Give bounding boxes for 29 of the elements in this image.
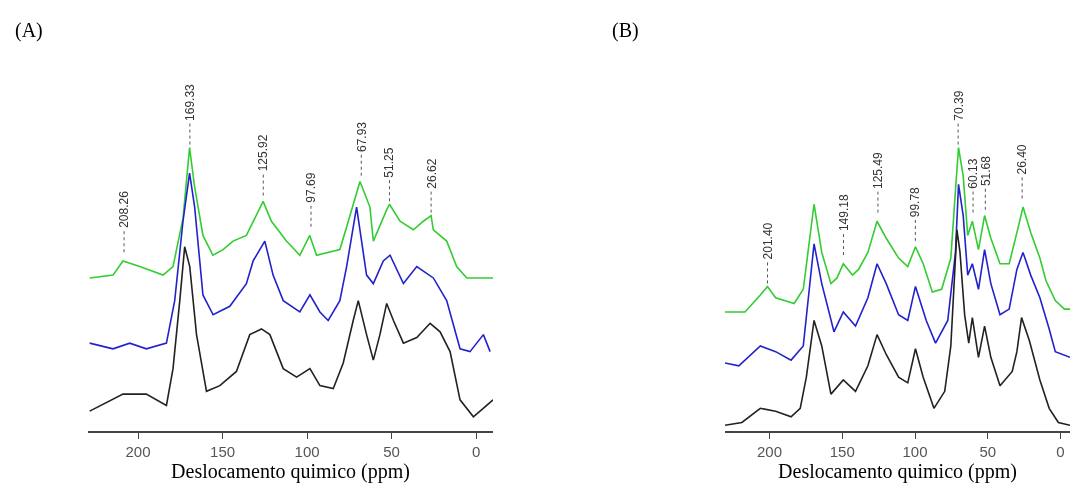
x-tick-label: 100	[294, 443, 320, 460]
x-tick-label: 100	[902, 443, 928, 460]
annotation: 60.13	[966, 158, 981, 189]
annotation: 125.92	[256, 134, 271, 172]
x-tick-label: 150	[829, 443, 855, 460]
x-tick-label: 0	[1056, 443, 1065, 460]
annotation: 201.40	[760, 222, 775, 260]
x-tick-label: 200	[125, 443, 151, 460]
annotation: 149.18	[836, 194, 851, 232]
annotation: 169.33	[182, 83, 197, 121]
x-axis-title: Deslocamento quimico (ppm)	[778, 460, 1017, 483]
annotation: 26.40	[1014, 144, 1029, 175]
annotation: 99.78	[908, 186, 923, 218]
x-tick-label: 0	[471, 443, 481, 460]
x-tick-label: 200	[757, 443, 783, 460]
annotation: 51.68	[978, 155, 993, 187]
annotation: 26.62	[424, 158, 439, 189]
x-tick-label: 50	[979, 443, 997, 460]
x-tick-label: 150	[210, 443, 236, 460]
chart-title: (A)	[15, 19, 43, 42]
annotation: 70.39	[951, 90, 966, 121]
annotation: 51.25	[382, 147, 397, 178]
annotation: 125.49	[870, 151, 885, 190]
annotation: 97.69	[304, 172, 319, 203]
annotation: 67.93	[354, 121, 369, 152]
chart-title: (B)	[612, 19, 639, 42]
x-axis-title: Deslocamento quimico (ppm)	[171, 460, 410, 483]
annotation: 208.26	[117, 190, 132, 228]
x-tick-label: 50	[383, 443, 400, 460]
